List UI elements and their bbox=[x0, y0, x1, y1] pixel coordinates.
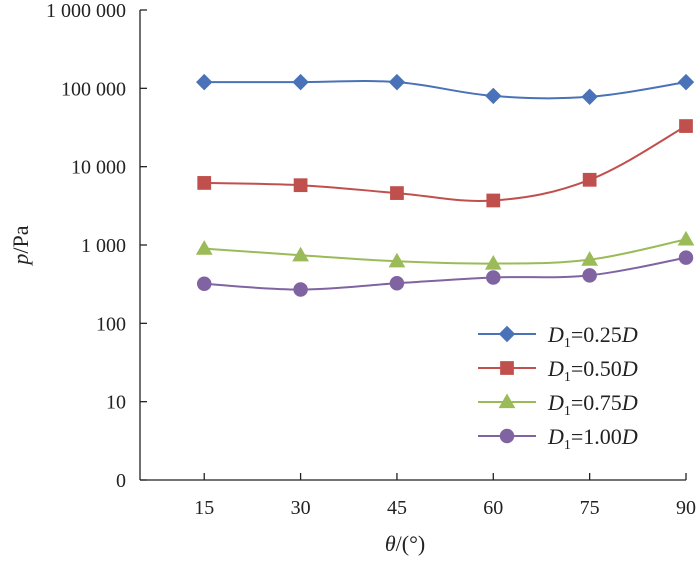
data-point-circle bbox=[196, 276, 212, 292]
legend-label: D1=1.00D bbox=[547, 424, 638, 453]
data-point-square bbox=[679, 119, 693, 133]
data-point-square bbox=[582, 172, 597, 187]
series-line bbox=[204, 80, 687, 100]
legend-item: D1=0.25D bbox=[478, 322, 638, 351]
data-point-circle bbox=[293, 282, 308, 297]
data-point-diamond bbox=[388, 73, 406, 91]
data-point-diamond bbox=[677, 73, 695, 91]
series-1 bbox=[196, 73, 695, 105]
y-tick-label: 1 000 000 bbox=[46, 0, 126, 22]
series-line bbox=[204, 125, 687, 202]
data-point-triangle bbox=[581, 251, 599, 266]
data-point-square bbox=[293, 178, 308, 193]
data-point-diamond bbox=[292, 73, 309, 91]
y-tick-label: 10 bbox=[106, 392, 126, 414]
legend-marker-diamond bbox=[498, 325, 516, 343]
legend: D1=0.25D D1=0.50D D1=0.75D D1=1.00D bbox=[478, 322, 638, 453]
y-tick-label: 100 bbox=[96, 313, 126, 335]
legend-marker-triangle bbox=[498, 393, 516, 409]
x-tick-label: 15 bbox=[194, 497, 214, 519]
series-line bbox=[204, 238, 687, 265]
series-layer bbox=[195, 73, 695, 297]
legend-label: D1=0.25D bbox=[547, 322, 638, 351]
legend-item: D1=1.00D bbox=[478, 424, 638, 453]
axes: 0 10 100 1 000 10 000 100 000 1 000 000 15 30 45 6… bbox=[46, 0, 696, 519]
data-point-diamond bbox=[196, 73, 213, 91]
data-point-triangle bbox=[388, 252, 406, 268]
legend-marker-square bbox=[500, 361, 514, 375]
data-point-triangle bbox=[484, 255, 502, 270]
x-tick-label: 75 bbox=[580, 497, 600, 519]
legend-label: D1=0.50D bbox=[547, 356, 638, 385]
y-tick-label: 1 000 bbox=[81, 235, 126, 257]
data-point-diamond bbox=[581, 88, 598, 105]
data-point-square bbox=[390, 186, 404, 200]
legend-item: D1=0.50D bbox=[478, 356, 638, 385]
y-axis-title: p/Pa bbox=[8, 225, 33, 266]
legend-label: D1=0.75D bbox=[547, 390, 638, 419]
y-tick-label: 0 bbox=[116, 470, 126, 492]
data-point-circle bbox=[678, 250, 694, 265]
data-point-diamond bbox=[485, 87, 502, 105]
series-line bbox=[204, 256, 687, 291]
legend-marker-circle bbox=[499, 428, 515, 444]
data-point-square bbox=[197, 176, 212, 190]
data-point-circle bbox=[486, 270, 501, 285]
data-point-square bbox=[486, 193, 501, 208]
series-4 bbox=[196, 250, 694, 297]
data-point-triangle bbox=[195, 240, 213, 255]
data-point-circle bbox=[582, 268, 597, 283]
data-point-circle bbox=[389, 275, 405, 291]
x-tick-label: 90 bbox=[676, 497, 696, 519]
y-tick-label: 100 000 bbox=[61, 78, 126, 100]
legend-item: D1=0.75D bbox=[478, 390, 638, 419]
x-tick-label: 45 bbox=[387, 497, 407, 519]
x-tick-label: 30 bbox=[291, 497, 311, 519]
x-axis-title: θ/(°) bbox=[385, 531, 425, 556]
x-tick-label: 60 bbox=[483, 497, 503, 519]
data-point-triangle bbox=[292, 246, 309, 262]
series-3 bbox=[195, 230, 695, 270]
series-2 bbox=[197, 119, 693, 208]
data-point-triangle bbox=[677, 230, 695, 246]
y-tick-label: 10 000 bbox=[71, 157, 126, 179]
